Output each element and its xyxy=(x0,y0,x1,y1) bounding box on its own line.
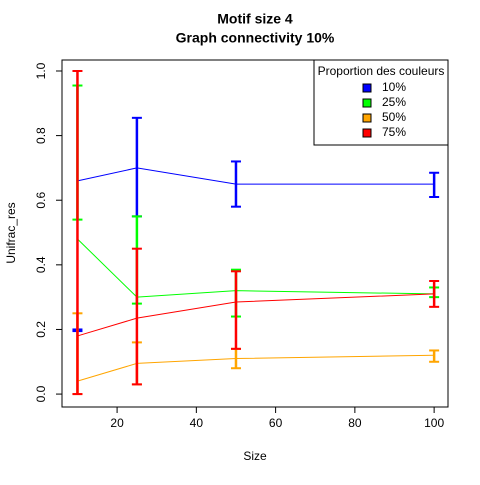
legend-swatch xyxy=(362,98,372,108)
y-tick-label: 1.0 xyxy=(34,62,48,79)
x-tick-label: 100 xyxy=(424,416,444,430)
series-line xyxy=(77,293,435,337)
x-tick-label: 40 xyxy=(190,416,204,430)
x-axis-label: Size xyxy=(243,449,267,463)
chart-title: Motif size 4 xyxy=(217,11,293,27)
y-tick-label: 0.8 xyxy=(34,127,48,144)
y-tick-label: 0.2 xyxy=(34,321,48,338)
plot-frame xyxy=(61,59,449,408)
legend-title: Proportion des couleurs xyxy=(318,64,445,78)
series-line xyxy=(77,354,435,382)
series-line xyxy=(77,167,435,185)
chart-subtitle: Graph connectivity 10% xyxy=(176,30,335,46)
legend-swatch xyxy=(362,128,372,138)
legend-label: 25% xyxy=(382,95,406,109)
series-line xyxy=(77,238,435,298)
legend-box xyxy=(313,59,449,146)
y-tick-label: 0.0 xyxy=(34,385,48,402)
y-tick-label: 0.4 xyxy=(34,256,48,273)
legend-label: 50% xyxy=(382,110,406,124)
x-tick-label: 20 xyxy=(110,416,124,430)
x-tick-label: 60 xyxy=(269,416,283,430)
y-axis-label: Unifrac_res xyxy=(4,202,18,263)
x-tick-label: 80 xyxy=(348,416,362,430)
legend-swatch xyxy=(362,83,372,93)
legend-swatch xyxy=(362,113,372,123)
legend-label: 75% xyxy=(382,125,406,139)
legend-label: 10% xyxy=(382,80,406,94)
y-tick-label: 0.6 xyxy=(34,192,48,209)
